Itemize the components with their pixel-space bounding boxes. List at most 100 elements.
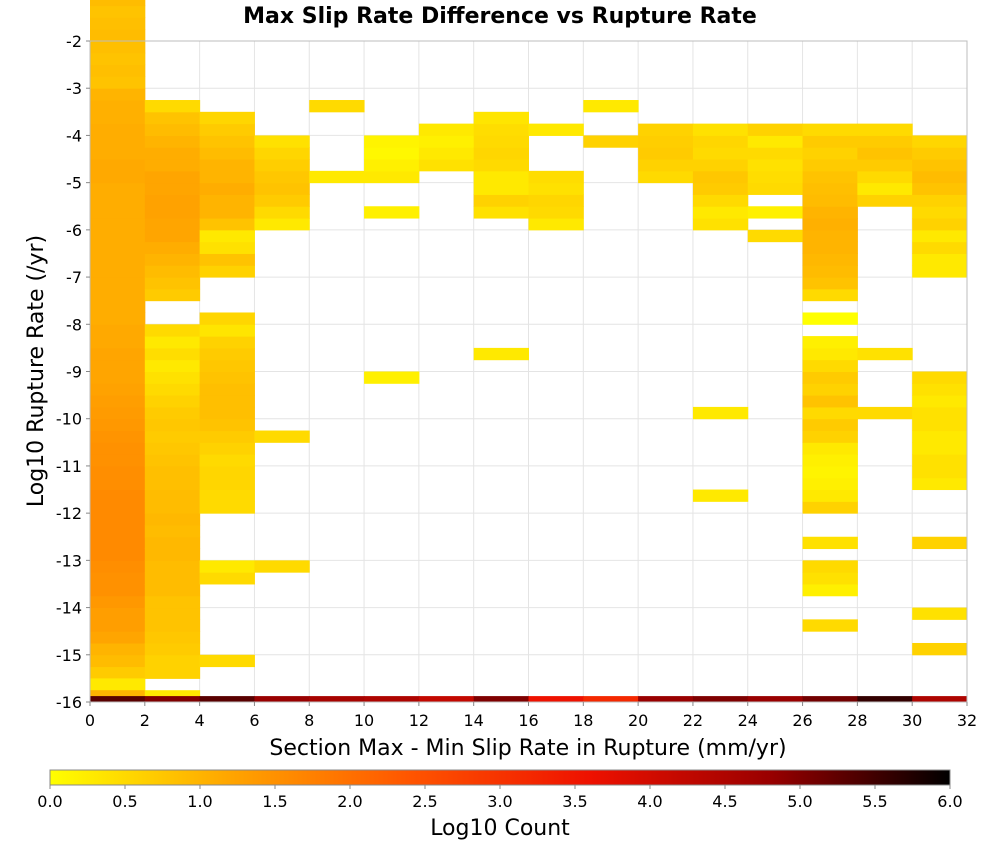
heatmap-cell <box>912 383 968 396</box>
heatmap-cell <box>364 147 420 160</box>
heatmap-cell <box>692 194 749 207</box>
y-tick-label: -15 <box>56 646 82 665</box>
heatmap-cell-bottom <box>912 696 968 702</box>
heatmap-cell <box>802 253 858 266</box>
x-tick-label: 10 <box>354 711 374 730</box>
colorbar-tick-label: 0.0 <box>37 792 62 811</box>
x-tick-label: 4 <box>195 711 205 730</box>
heatmap-cell <box>144 170 201 184</box>
heatmap-cell <box>199 501 255 514</box>
heatmap-cell <box>144 182 201 195</box>
heatmap-cell <box>90 572 146 585</box>
heatmap-cell <box>473 111 529 125</box>
heatmap-cell <box>692 218 749 231</box>
y-axis-label: Log10 Rupture Rate (/yr) <box>24 235 49 507</box>
heatmap-cell <box>90 218 146 231</box>
heatmap-cell-bottom <box>309 696 365 702</box>
heatmap-cell <box>418 123 475 136</box>
heatmap-cell <box>583 100 639 113</box>
heatmap-cell <box>857 182 913 195</box>
heatmap-cell <box>144 489 201 502</box>
heatmap-cell <box>144 395 201 408</box>
heatmap-cell <box>364 206 420 219</box>
heatmap-cell <box>473 347 529 361</box>
heatmap-cell-bottom <box>254 696 310 702</box>
heatmap-cell <box>254 194 310 207</box>
heatmap-cell <box>144 359 201 372</box>
heatmap-cell-bottom <box>638 696 694 702</box>
heatmap-cell <box>144 206 201 219</box>
heatmap-cell <box>912 430 968 443</box>
heatmap-cell <box>90 159 146 172</box>
heatmap-cell <box>364 135 420 148</box>
heatmap-cell <box>90 64 146 77</box>
heatmap-cell <box>912 170 968 184</box>
y-tick-label: -8 <box>66 315 82 334</box>
heatmap-cell <box>912 182 968 195</box>
heatmap-cell <box>747 147 804 160</box>
colorbar-tick-label: 3.5 <box>562 792 587 811</box>
heatmap-cell <box>857 123 913 136</box>
heatmap-cell <box>90 206 146 219</box>
x-tick-label: 0 <box>85 711 95 730</box>
heatmap-cell <box>802 489 858 502</box>
heatmap-cell <box>144 111 201 125</box>
heatmap-cell <box>802 135 858 148</box>
heatmap-cell <box>144 595 201 609</box>
heatmap-cell <box>144 147 201 160</box>
heatmap-cell <box>802 312 858 325</box>
chart-title: Max Slip Rate Difference vs Rupture Rate <box>243 4 757 29</box>
y-tick-label: -16 <box>56 693 82 712</box>
heatmap-cell <box>199 312 255 325</box>
colorbar-tick-label: 4.5 <box>712 792 737 811</box>
heatmap-cell <box>802 229 858 243</box>
colorbar-tick-label: 3.0 <box>487 792 512 811</box>
heatmap-cell <box>144 241 201 254</box>
heatmap-cell <box>90 111 146 125</box>
x-tick-label: 2 <box>140 711 150 730</box>
heatmap-cell <box>144 277 201 290</box>
heatmap-cell <box>254 560 310 573</box>
colorbar-tick-label: 5.5 <box>862 792 887 811</box>
heatmap-cell <box>199 147 255 160</box>
heatmap-cell <box>90 17 146 30</box>
heatmap-cell <box>144 100 201 113</box>
heatmap-cell <box>199 159 255 172</box>
heatmap-cell <box>144 442 201 455</box>
heatmap-cell <box>857 170 913 184</box>
heatmap-cell <box>144 666 201 679</box>
heatmap-cell <box>90 619 146 632</box>
heatmap-cell <box>144 631 201 644</box>
heatmap-cell <box>802 170 858 184</box>
colorbar-label: Log10 Count <box>430 816 570 841</box>
heatmap-cell <box>199 111 255 125</box>
heatmap-cell <box>802 583 858 597</box>
heatmap-cell <box>199 454 255 467</box>
y-tick-label: -13 <box>56 551 82 570</box>
heatmap-cell <box>912 406 968 420</box>
heatmap-cell <box>802 123 858 136</box>
heatmap-cell <box>199 182 255 195</box>
heatmap-cell <box>90 442 146 455</box>
heatmap-cell <box>692 135 749 148</box>
heatmap-cell <box>802 430 858 443</box>
heatmap-cell <box>802 347 858 361</box>
heatmap-cell <box>199 194 255 207</box>
heatmap-cell <box>473 194 529 207</box>
heatmap-cell <box>144 371 201 384</box>
heatmap-cell <box>912 442 968 455</box>
heatmap-cell <box>90 631 146 644</box>
heatmap-cell <box>912 253 968 266</box>
heatmap-cell <box>199 383 255 396</box>
heatmap-cell <box>802 395 858 408</box>
heatmap-cell <box>638 147 694 160</box>
heatmap-cell <box>912 206 968 219</box>
colorbar-tick-label: 2.5 <box>412 792 437 811</box>
heatmap-cell <box>90 41 146 54</box>
x-tick-label: 18 <box>573 711 593 730</box>
heatmap-cell <box>638 159 694 172</box>
heatmap-cell-bottom <box>364 696 420 702</box>
heatmap-cell <box>199 253 255 266</box>
heatmap-cell <box>857 406 913 420</box>
heatmap-cell <box>90 300 146 313</box>
